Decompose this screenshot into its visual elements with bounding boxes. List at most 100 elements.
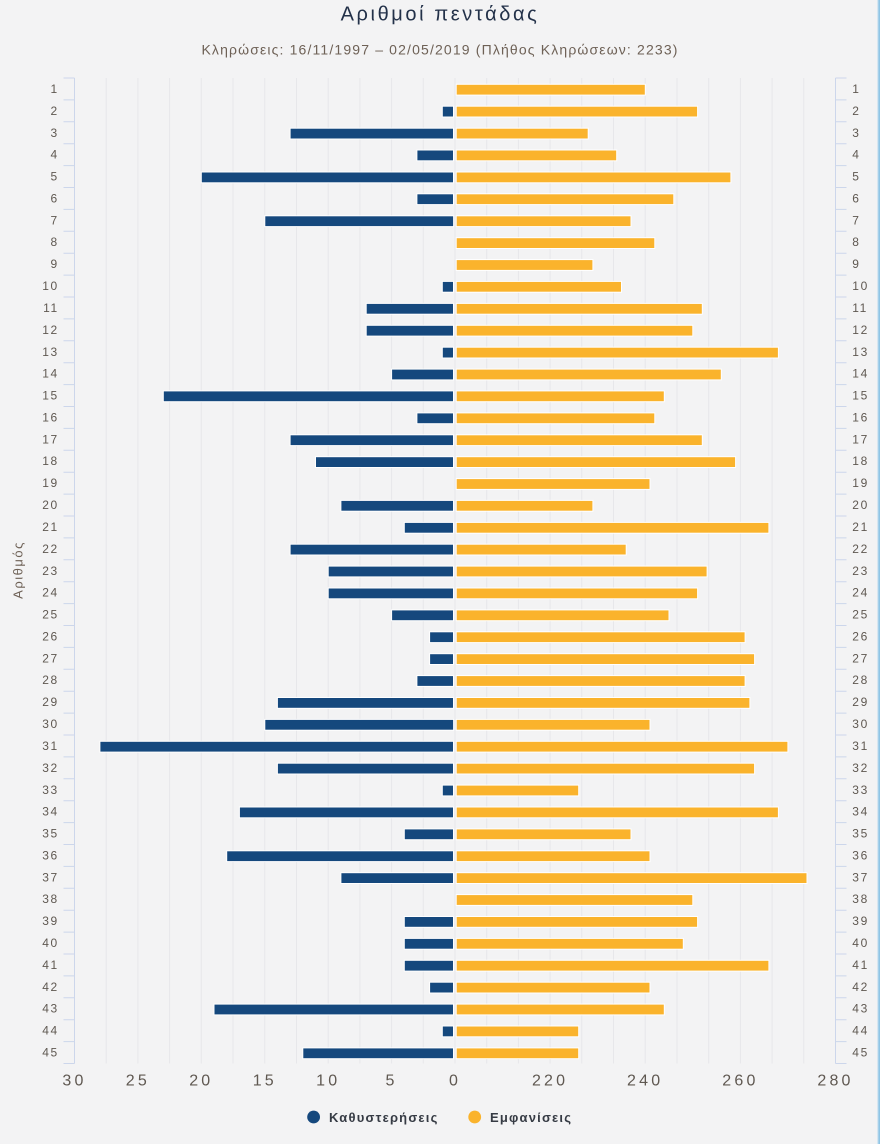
svg-text:9: 9 [51,257,59,271]
svg-text:22: 22 [852,542,869,556]
svg-text:15: 15 [42,389,59,403]
svg-text:1: 1 [852,82,860,96]
svg-text:5: 5 [852,170,860,184]
svg-text:26: 26 [42,629,59,643]
svg-text:23: 23 [852,564,869,578]
svg-text:2: 2 [852,104,860,118]
svg-text:280: 280 [817,1073,853,1090]
svg-text:10: 10 [852,279,869,293]
svg-text:30: 30 [852,717,869,731]
svg-text:15: 15 [253,1073,277,1090]
svg-text:25: 25 [42,608,59,622]
svg-text:41: 41 [42,958,59,972]
svg-text:40: 40 [852,936,869,950]
svg-text:20: 20 [42,498,59,512]
svg-text:23: 23 [42,564,59,578]
svg-text:7: 7 [51,213,59,227]
svg-text:9: 9 [852,257,860,271]
svg-text:10: 10 [42,279,59,293]
svg-text:14: 14 [42,367,59,381]
svg-text:6: 6 [51,191,59,205]
svg-text:28: 28 [852,673,869,687]
svg-text:34: 34 [42,805,59,819]
svg-text:33: 33 [42,783,59,797]
svg-text:16: 16 [42,410,59,424]
svg-text:32: 32 [42,761,59,775]
svg-text:30: 30 [62,1073,86,1090]
svg-text:34: 34 [852,805,869,819]
svg-text:1: 1 [51,82,59,96]
svg-text:25: 25 [126,1073,150,1090]
svg-text:18: 18 [42,454,59,468]
svg-text:12: 12 [42,323,59,337]
svg-text:29: 29 [852,695,869,709]
svg-text:21: 21 [852,520,869,534]
svg-text:5: 5 [386,1073,398,1090]
svg-text:15: 15 [852,389,869,403]
svg-text:31: 31 [42,739,59,753]
svg-text:13: 13 [852,345,869,359]
svg-text:10: 10 [316,1073,340,1090]
svg-text:0: 0 [449,1073,461,1090]
svg-text:39: 39 [42,914,59,928]
svg-text:8: 8 [51,235,59,249]
svg-text:39: 39 [852,914,869,928]
svg-text:8: 8 [852,235,860,249]
svg-text:260: 260 [722,1073,758,1090]
svg-text:37: 37 [852,870,869,884]
svg-text:25: 25 [852,608,869,622]
svg-text:13: 13 [42,345,59,359]
svg-text:4: 4 [852,148,860,162]
svg-text:11: 11 [852,301,868,315]
svg-text:6: 6 [852,191,860,205]
svg-text:7: 7 [852,213,860,227]
svg-text:20: 20 [189,1073,213,1090]
svg-text:3: 3 [51,126,59,140]
svg-text:31: 31 [852,739,869,753]
svg-text:35: 35 [42,827,59,841]
svg-text:22: 22 [42,542,59,556]
svg-text:14: 14 [852,367,869,381]
svg-text:Εμφανίσεις: Εμφανίσεις [490,1110,572,1125]
svg-text:37: 37 [42,870,59,884]
svg-text:240: 240 [627,1073,663,1090]
svg-text:16: 16 [852,410,869,424]
svg-text:Κληρώσεις: 16/11/1997 – 02/05/: Κληρώσεις: 16/11/1997 – 02/05/2019 (Πλήθ… [201,42,678,58]
svg-text:42: 42 [852,980,869,994]
svg-text:29: 29 [42,695,59,709]
svg-text:12: 12 [852,323,869,337]
svg-text:40: 40 [42,936,59,950]
svg-text:38: 38 [852,892,869,906]
svg-text:42: 42 [42,980,59,994]
svg-text:27: 27 [42,651,59,665]
svg-text:27: 27 [852,651,869,665]
svg-text:19: 19 [852,476,869,490]
svg-text:41: 41 [852,958,869,972]
svg-text:44: 44 [42,1024,59,1038]
svg-text:33: 33 [852,783,869,797]
svg-text:220: 220 [532,1073,568,1090]
svg-text:36: 36 [42,848,59,862]
svg-text:45: 45 [42,1046,59,1060]
svg-text:44: 44 [852,1024,869,1038]
svg-text:45: 45 [852,1046,869,1060]
svg-text:35: 35 [852,827,869,841]
svg-text:21: 21 [42,520,59,534]
svg-text:28: 28 [42,673,59,687]
svg-text:Αριθμός: Αριθμός [11,541,26,599]
svg-text:30: 30 [42,717,59,731]
svg-text:17: 17 [852,432,869,446]
svg-text:38: 38 [42,892,59,906]
svg-text:36: 36 [852,848,869,862]
svg-text:19: 19 [42,476,59,490]
svg-text:18: 18 [852,454,869,468]
svg-text:11: 11 [43,301,59,315]
svg-text:Αριθμοί πεντάδας: Αριθμοί πεντάδας [341,4,540,26]
svg-text:43: 43 [42,1002,59,1016]
svg-text:32: 32 [852,761,869,775]
svg-text:26: 26 [852,629,869,643]
svg-text:2: 2 [51,104,59,118]
svg-text:17: 17 [42,432,59,446]
svg-text:24: 24 [852,586,869,600]
svg-text:24: 24 [42,586,59,600]
